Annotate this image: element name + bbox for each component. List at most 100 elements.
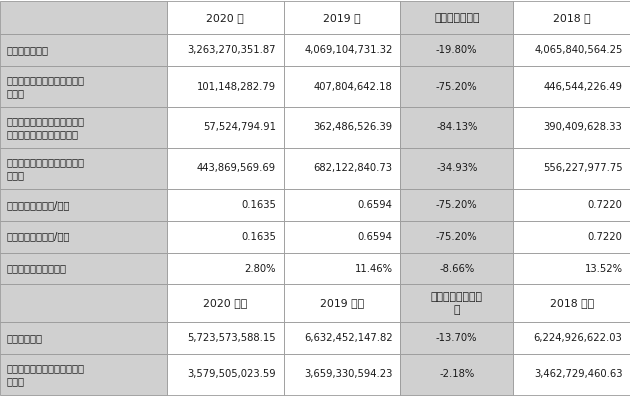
Text: -75.20%: -75.20% <box>436 82 478 91</box>
Bar <box>284 253 400 284</box>
Text: 2020 年末: 2020 年末 <box>203 298 248 308</box>
Text: 本年末比上年末增
减: 本年末比上年末增 减 <box>431 292 483 315</box>
Text: 0.1635: 0.1635 <box>241 232 276 242</box>
Bar <box>400 148 513 189</box>
Bar <box>167 1 284 34</box>
Bar <box>513 66 630 107</box>
Text: 4,065,840,564.25: 4,065,840,564.25 <box>534 45 622 55</box>
Bar <box>0 354 167 395</box>
Text: 2019 年: 2019 年 <box>323 13 360 23</box>
Bar <box>400 354 513 395</box>
Text: -34.93%: -34.93% <box>436 164 478 173</box>
Text: 0.1635: 0.1635 <box>241 200 276 210</box>
Text: 407,804,642.18: 407,804,642.18 <box>314 82 392 91</box>
Text: 101,148,282.79: 101,148,282.79 <box>197 82 276 91</box>
Text: -75.20%: -75.20% <box>436 232 478 242</box>
Bar <box>400 34 513 66</box>
Bar <box>167 148 284 189</box>
Text: 443,869,569.69: 443,869,569.69 <box>197 164 276 173</box>
Text: 本年比上年增减: 本年比上年增减 <box>434 13 479 23</box>
Bar <box>167 189 284 221</box>
Text: 0.7220: 0.7220 <box>588 200 622 210</box>
Bar <box>513 354 630 395</box>
Text: 13.52%: 13.52% <box>585 263 622 274</box>
Bar <box>513 284 630 322</box>
Bar <box>284 189 400 221</box>
Text: 0.6594: 0.6594 <box>358 232 392 242</box>
Text: 3,462,729,460.63: 3,462,729,460.63 <box>534 369 622 379</box>
Text: 0.6594: 0.6594 <box>358 200 392 210</box>
Bar <box>400 284 513 322</box>
Bar <box>400 1 513 34</box>
Bar <box>0 322 167 354</box>
Bar <box>167 354 284 395</box>
Text: 362,486,526.39: 362,486,526.39 <box>313 122 392 133</box>
Bar <box>284 66 400 107</box>
Text: 57,524,794.91: 57,524,794.91 <box>203 122 276 133</box>
Text: -2.18%: -2.18% <box>439 369 474 379</box>
Text: -8.66%: -8.66% <box>439 263 474 274</box>
Text: 6,224,926,622.03: 6,224,926,622.03 <box>534 333 622 343</box>
Bar <box>284 284 400 322</box>
Text: 390,409,628.33: 390,409,628.33 <box>544 122 622 133</box>
Bar <box>513 253 630 284</box>
Bar <box>400 322 513 354</box>
Bar <box>0 189 167 221</box>
Bar <box>513 148 630 189</box>
Bar <box>513 322 630 354</box>
Bar <box>0 66 167 107</box>
Bar <box>400 107 513 148</box>
Text: 经营活动产生的现金流量净额
（元）: 经营活动产生的现金流量净额 （元） <box>6 157 84 180</box>
Text: 稀释每股收益（元/股）: 稀释每股收益（元/股） <box>6 232 70 242</box>
Bar <box>284 322 400 354</box>
Bar <box>513 1 630 34</box>
Text: 6,632,452,147.82: 6,632,452,147.82 <box>304 333 392 343</box>
Text: 基本每股收益（元/股）: 基本每股收益（元/股） <box>6 200 70 210</box>
Text: 加权平均净资产收益率: 加权平均净资产收益率 <box>6 263 66 274</box>
Bar <box>284 221 400 253</box>
Bar <box>400 253 513 284</box>
Bar <box>400 221 513 253</box>
Bar <box>0 1 167 34</box>
Bar <box>0 107 167 148</box>
Text: 0.7220: 0.7220 <box>588 232 622 242</box>
Text: 2020 年: 2020 年 <box>207 13 244 23</box>
Text: 归属于上市公司股东的扣除非
经常性损益的净利润（元）: 归属于上市公司股东的扣除非 经常性损益的净利润（元） <box>6 116 84 139</box>
Bar <box>400 66 513 107</box>
Text: 3,659,330,594.23: 3,659,330,594.23 <box>304 369 392 379</box>
Text: 2018 年: 2018 年 <box>553 13 590 23</box>
Bar <box>0 253 167 284</box>
Text: 2.80%: 2.80% <box>244 263 276 274</box>
Text: 5,723,573,588.15: 5,723,573,588.15 <box>187 333 276 343</box>
Text: 4,069,104,731.32: 4,069,104,731.32 <box>304 45 392 55</box>
Bar <box>167 34 284 66</box>
Text: 682,122,840.73: 682,122,840.73 <box>314 164 392 173</box>
Text: 总资产（元）: 总资产（元） <box>6 333 42 343</box>
Bar <box>0 284 167 322</box>
Bar <box>284 107 400 148</box>
Bar <box>513 189 630 221</box>
Bar <box>167 66 284 107</box>
Bar <box>284 354 400 395</box>
Text: 2018 年末: 2018 年末 <box>549 298 594 308</box>
Bar <box>167 322 284 354</box>
Text: 3,263,270,351.87: 3,263,270,351.87 <box>188 45 276 55</box>
Bar <box>167 284 284 322</box>
Text: 2019 年末: 2019 年末 <box>319 298 364 308</box>
Bar <box>0 34 167 66</box>
Bar <box>284 148 400 189</box>
Bar <box>400 189 513 221</box>
Text: -13.70%: -13.70% <box>436 333 478 343</box>
Text: 归属于上市公司股东的净利润
（元）: 归属于上市公司股东的净利润 （元） <box>6 75 84 98</box>
Text: -84.13%: -84.13% <box>436 122 478 133</box>
Text: 556,227,977.75: 556,227,977.75 <box>543 164 622 173</box>
Bar <box>284 1 400 34</box>
Bar <box>513 221 630 253</box>
Text: 3,579,505,023.59: 3,579,505,023.59 <box>187 369 276 379</box>
Text: -19.80%: -19.80% <box>436 45 478 55</box>
Bar <box>167 253 284 284</box>
Text: 归属于上市公司股东的净资产
（元）: 归属于上市公司股东的净资产 （元） <box>6 363 84 386</box>
Bar <box>513 107 630 148</box>
Bar <box>284 34 400 66</box>
Bar <box>0 148 167 189</box>
